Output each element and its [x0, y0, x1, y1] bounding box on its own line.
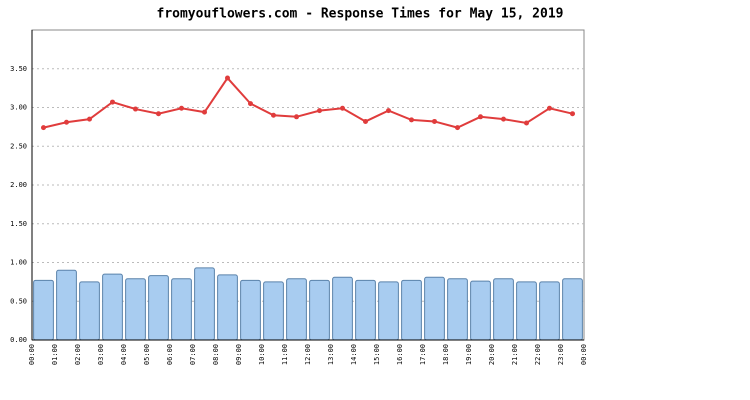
- x-tick-label: 19:00: [465, 344, 473, 365]
- line-point: [570, 111, 575, 117]
- x-tick-label: 21:00: [511, 344, 519, 365]
- x-tick-label: 10:00: [258, 344, 266, 365]
- line-point: [133, 106, 138, 112]
- y-tick-label: 0.00: [10, 336, 27, 344]
- x-tick-label: 20:00: [488, 344, 496, 365]
- line-point: [478, 114, 483, 120]
- x-tick-label: 17:00: [419, 344, 427, 365]
- bar: [493, 278, 514, 341]
- y-tick-label: 2.00: [10, 181, 27, 189]
- x-tick-label: 07:00: [189, 344, 197, 365]
- line-point: [501, 116, 506, 122]
- y-tick-label: 3.50: [10, 65, 27, 73]
- y-tick-label: 3.00: [10, 104, 27, 112]
- x-tick-label: 00:00: [28, 344, 36, 365]
- y-tick-label: 1.00: [10, 259, 27, 267]
- x-tick-label: 05:00: [143, 344, 151, 365]
- bar: [263, 281, 284, 341]
- line-point: [271, 112, 276, 118]
- bar: [539, 281, 560, 341]
- bar: [171, 278, 192, 341]
- bar: [401, 279, 422, 341]
- bar: [217, 274, 238, 341]
- line-point: [547, 105, 552, 111]
- bar: [286, 278, 307, 341]
- bar: [309, 279, 330, 341]
- bar: [378, 281, 399, 341]
- line-point: [409, 117, 414, 123]
- bar: [470, 280, 491, 341]
- bar: [355, 279, 376, 341]
- bar: [125, 278, 146, 341]
- x-tick-label: 18:00: [442, 344, 450, 365]
- bar: [516, 281, 537, 341]
- y-tick-label: 2.50: [10, 142, 27, 150]
- line-point: [294, 114, 299, 120]
- line-point: [110, 99, 115, 105]
- bar: [424, 276, 445, 341]
- bar: [194, 267, 215, 341]
- x-tick-label: 11:00: [281, 344, 289, 365]
- line-point: [340, 105, 345, 111]
- bar: [447, 278, 468, 341]
- line-point: [317, 108, 322, 114]
- line-point: [524, 120, 529, 126]
- chart-title: fromyouflowers.com - Response Times for …: [157, 7, 564, 22]
- line-point: [202, 109, 207, 115]
- x-tick-label: 00:00: [580, 344, 588, 365]
- line-point: [455, 125, 460, 131]
- line-point: [179, 105, 184, 111]
- line-point: [41, 125, 46, 131]
- x-tick-label: 15:00: [373, 344, 381, 365]
- line: [43, 76, 573, 129]
- bar: [332, 276, 353, 341]
- x-tick-label: 02:00: [74, 344, 82, 365]
- x-tick-label: 22:00: [534, 344, 542, 365]
- x-tick-label: 04:00: [120, 344, 128, 365]
- line-point: [432, 118, 437, 124]
- bar: [562, 278, 583, 341]
- line-point: [363, 118, 368, 124]
- line-point: [64, 119, 69, 125]
- x-tick-label: 03:00: [97, 344, 105, 365]
- line-point: [248, 101, 253, 107]
- bar: [240, 279, 261, 341]
- line-point: [225, 75, 230, 81]
- x-tick-label: 23:00: [557, 344, 565, 365]
- line-point: [386, 108, 391, 114]
- line-point: [87, 116, 92, 122]
- x-tick-label: 16:00: [396, 344, 404, 365]
- bar: [79, 281, 100, 341]
- x-tick-label: 01:00: [51, 344, 59, 365]
- x-tick-label: 08:00: [212, 344, 220, 365]
- x-tick-label: 06:00: [166, 344, 174, 365]
- x-tick-label: 09:00: [235, 344, 243, 365]
- x-tick-label: 13:00: [327, 344, 335, 365]
- x-tick-label: 14:00: [350, 344, 358, 365]
- line-point: [156, 111, 161, 117]
- bar: [102, 273, 123, 341]
- bar: [33, 279, 54, 341]
- x-tick-label: 12:00: [304, 344, 312, 365]
- y-tick-label: 0.50: [10, 297, 27, 305]
- y-tick-label: 1.50: [10, 220, 27, 228]
- bar: [148, 275, 169, 341]
- bar: [56, 269, 77, 341]
